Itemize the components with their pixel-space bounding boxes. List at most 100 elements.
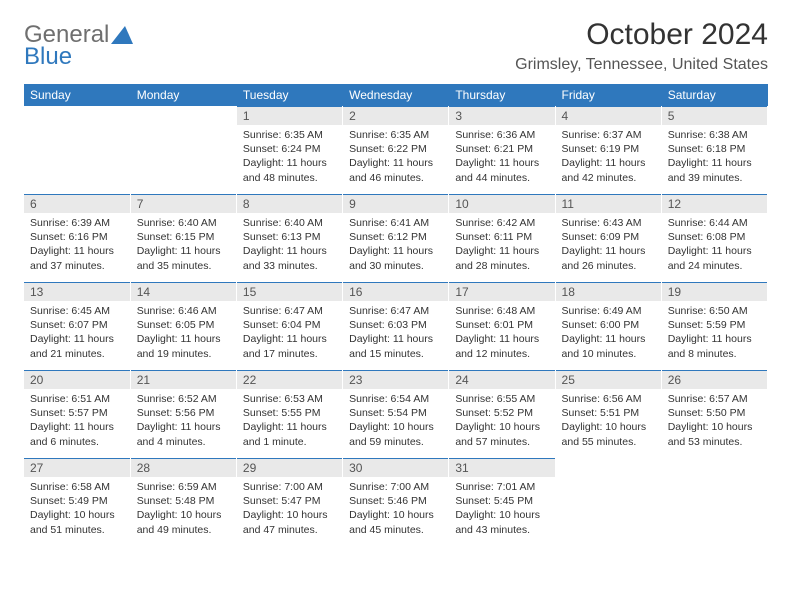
brand-text: General Blue	[24, 24, 109, 67]
day-body: Sunrise: 6:41 AMSunset: 6:12 PMDaylight:…	[343, 213, 448, 277]
day-line: Sunset: 6:00 PM	[562, 318, 655, 332]
day-line: Sunset: 5:45 PM	[455, 494, 548, 508]
day-line: Daylight: 10 hours	[137, 508, 230, 522]
calendar-cell: 1Sunrise: 6:35 AMSunset: 6:24 PMDaylight…	[236, 106, 342, 194]
day-line: Daylight: 11 hours	[668, 156, 761, 170]
day-line: and 21 minutes.	[30, 347, 124, 361]
day-line: Daylight: 11 hours	[668, 244, 761, 258]
day-line: Daylight: 10 hours	[349, 420, 442, 434]
day-line: Daylight: 11 hours	[30, 332, 124, 346]
day-line: Sunrise: 6:55 AM	[455, 392, 548, 406]
day-line: Sunset: 5:51 PM	[562, 406, 655, 420]
day-number: 21	[131, 370, 236, 389]
day-line: Sunrise: 6:39 AM	[30, 216, 124, 230]
day-number: 28	[131, 458, 236, 477]
day-line: Sunset: 5:57 PM	[30, 406, 124, 420]
day-line: Sunrise: 6:51 AM	[30, 392, 124, 406]
day-line: Daylight: 10 hours	[455, 420, 548, 434]
calendar-cell: 30Sunrise: 7:00 AMSunset: 5:46 PMDayligh…	[343, 458, 449, 546]
day-body: Sunrise: 6:40 AMSunset: 6:15 PMDaylight:…	[131, 213, 236, 277]
day-body: Sunrise: 6:50 AMSunset: 5:59 PMDaylight:…	[662, 301, 767, 365]
day-body: Sunrise: 6:36 AMSunset: 6:21 PMDaylight:…	[449, 125, 554, 189]
day-number: 31	[449, 458, 554, 477]
day-number: 17	[449, 282, 554, 301]
day-number: 20	[24, 370, 130, 389]
day-number: 11	[556, 194, 661, 213]
day-number: 5	[662, 106, 767, 125]
day-line: Sunset: 6:08 PM	[668, 230, 761, 244]
day-body: Sunrise: 6:49 AMSunset: 6:00 PMDaylight:…	[556, 301, 661, 365]
day-line: and 53 minutes.	[668, 435, 761, 449]
day-number: 13	[24, 282, 130, 301]
day-line: Sunset: 6:07 PM	[30, 318, 124, 332]
day-line: and 17 minutes.	[243, 347, 336, 361]
day-line: Sunset: 5:46 PM	[349, 494, 442, 508]
day-line: Sunrise: 6:43 AM	[562, 216, 655, 230]
calendar-cell: 23Sunrise: 6:54 AMSunset: 5:54 PMDayligh…	[343, 370, 449, 458]
day-line: Sunset: 6:11 PM	[455, 230, 548, 244]
day-number: 4	[556, 106, 661, 125]
day-line: Sunrise: 6:59 AM	[137, 480, 230, 494]
day-line: and 55 minutes.	[562, 435, 655, 449]
day-header: Sunday	[24, 84, 130, 106]
day-line: Sunset: 5:59 PM	[668, 318, 761, 332]
calendar-head: SundayMondayTuesdayWednesdayThursdayFrid…	[24, 84, 768, 106]
calendar-body: 1Sunrise: 6:35 AMSunset: 6:24 PMDaylight…	[24, 106, 768, 546]
day-line: Sunrise: 6:47 AM	[243, 304, 336, 318]
day-line: Daylight: 10 hours	[30, 508, 124, 522]
day-number: 23	[343, 370, 448, 389]
day-body: Sunrise: 6:37 AMSunset: 6:19 PMDaylight:…	[556, 125, 661, 189]
brand-triangle-icon	[111, 26, 133, 49]
day-line: Sunrise: 6:42 AM	[455, 216, 548, 230]
day-number: 6	[24, 194, 130, 213]
day-line: Daylight: 11 hours	[243, 332, 336, 346]
calendar-cell	[661, 458, 767, 546]
calendar-cell	[24, 106, 130, 194]
day-line: Daylight: 11 hours	[562, 156, 655, 170]
day-line: Sunset: 6:04 PM	[243, 318, 336, 332]
day-header: Saturday	[661, 84, 767, 106]
day-line: Daylight: 11 hours	[562, 332, 655, 346]
day-body: Sunrise: 6:48 AMSunset: 6:01 PMDaylight:…	[449, 301, 554, 365]
day-header: Monday	[130, 84, 236, 106]
day-line: Sunrise: 6:49 AM	[562, 304, 655, 318]
day-line: Sunrise: 6:57 AM	[668, 392, 761, 406]
day-line: Sunset: 6:09 PM	[562, 230, 655, 244]
day-line: Sunrise: 6:48 AM	[455, 304, 548, 318]
day-line: Sunrise: 6:40 AM	[243, 216, 336, 230]
location-text: Grimsley, Tennessee, United States	[515, 56, 768, 74]
day-line: and 59 minutes.	[349, 435, 442, 449]
day-line: Daylight: 10 hours	[455, 508, 548, 522]
day-line: and 19 minutes.	[137, 347, 230, 361]
calendar-cell: 3Sunrise: 6:36 AMSunset: 6:21 PMDaylight…	[449, 106, 555, 194]
calendar-cell: 16Sunrise: 6:47 AMSunset: 6:03 PMDayligh…	[343, 282, 449, 370]
day-line: Sunset: 6:03 PM	[349, 318, 442, 332]
calendar-cell: 27Sunrise: 6:58 AMSunset: 5:49 PMDayligh…	[24, 458, 130, 546]
day-line: and 46 minutes.	[349, 171, 442, 185]
calendar-cell: 4Sunrise: 6:37 AMSunset: 6:19 PMDaylight…	[555, 106, 661, 194]
calendar-cell: 21Sunrise: 6:52 AMSunset: 5:56 PMDayligh…	[130, 370, 236, 458]
day-line: Daylight: 11 hours	[137, 420, 230, 434]
day-line: Daylight: 11 hours	[349, 156, 442, 170]
day-number: 19	[662, 282, 767, 301]
day-line: Sunrise: 6:52 AM	[137, 392, 230, 406]
calendar-cell: 12Sunrise: 6:44 AMSunset: 6:08 PMDayligh…	[661, 194, 767, 282]
brand-logo: General Blue	[24, 18, 133, 67]
day-number: 25	[556, 370, 661, 389]
day-line: Sunrise: 6:45 AM	[30, 304, 124, 318]
day-number: 16	[343, 282, 448, 301]
day-line: Sunrise: 6:41 AM	[349, 216, 442, 230]
day-line: Daylight: 11 hours	[455, 156, 548, 170]
day-line: Sunset: 6:19 PM	[562, 142, 655, 156]
day-line: and 51 minutes.	[30, 523, 124, 537]
day-line: Sunrise: 6:35 AM	[349, 128, 442, 142]
day-line: Sunset: 5:48 PM	[137, 494, 230, 508]
calendar-cell: 28Sunrise: 6:59 AMSunset: 5:48 PMDayligh…	[130, 458, 236, 546]
day-line: Sunset: 6:05 PM	[137, 318, 230, 332]
calendar-cell: 19Sunrise: 6:50 AMSunset: 5:59 PMDayligh…	[661, 282, 767, 370]
day-line: and 49 minutes.	[137, 523, 230, 537]
day-line: Sunrise: 7:00 AM	[349, 480, 442, 494]
day-body: Sunrise: 6:59 AMSunset: 5:48 PMDaylight:…	[131, 477, 236, 539]
day-line: and 48 minutes.	[243, 171, 336, 185]
day-line: Daylight: 11 hours	[30, 244, 124, 258]
